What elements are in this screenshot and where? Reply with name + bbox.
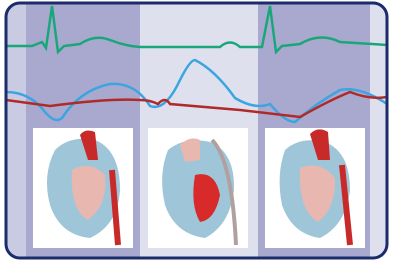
heart-image: [33, 128, 133, 248]
cardiac-cycle-diagram: [0, 0, 393, 263]
edge-band: [6, 3, 26, 258]
heart-image: [148, 128, 248, 248]
panel: [6, 3, 387, 258]
heart-image: [265, 128, 365, 248]
